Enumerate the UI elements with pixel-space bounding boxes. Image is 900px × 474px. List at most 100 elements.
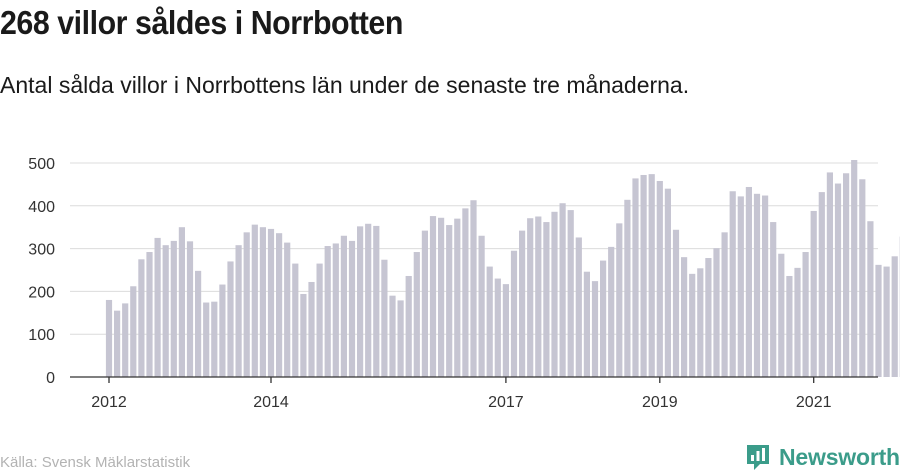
bar [681, 257, 688, 377]
bar [365, 223, 372, 377]
bar [381, 259, 388, 377]
bar [292, 263, 299, 377]
brand-name: Newsworthy [779, 443, 900, 470]
x-tick-label: 2014 [253, 394, 289, 411]
bar [527, 218, 534, 377]
bar [219, 284, 226, 377]
bar [421, 230, 428, 377]
x-tick-label: 2017 [488, 394, 524, 411]
y-tick-label: 500 [28, 156, 55, 173]
bar [778, 253, 785, 377]
bar [664, 188, 671, 377]
bar [138, 259, 145, 377]
bar [583, 271, 590, 377]
chart-subtitle: Antal sålda villor i Norrbottens län und… [0, 72, 690, 98]
bar [203, 302, 210, 377]
bar [786, 275, 793, 377]
bar [438, 217, 445, 377]
bar [154, 237, 161, 377]
bar [567, 210, 574, 377]
bar [551, 211, 558, 377]
bar [648, 174, 655, 377]
bar [502, 284, 509, 377]
bar [170, 240, 177, 377]
brand-logo[interactable]: Newsworthy [745, 442, 900, 472]
bar [535, 216, 542, 377]
bar [697, 268, 704, 377]
bar [762, 195, 769, 377]
bar [130, 286, 137, 377]
bar [405, 275, 412, 377]
bar [251, 224, 258, 377]
bar [632, 178, 639, 377]
bar [122, 303, 129, 377]
bar [721, 232, 728, 377]
bar [875, 264, 882, 377]
bar [672, 229, 680, 377]
bar [859, 179, 866, 377]
source-note: Källa: Svensk Mäklarstatistik [0, 454, 191, 471]
bar [316, 263, 323, 377]
y-tick-label: 300 [28, 242, 55, 259]
bar [348, 240, 356, 377]
bar [397, 300, 404, 377]
bar [308, 281, 315, 377]
bar [510, 250, 518, 377]
chart-title: 268 villor såldes i Norrbotten [0, 4, 403, 41]
bar [494, 278, 501, 377]
bar [640, 174, 647, 377]
y-tick-label: 100 [28, 327, 55, 344]
bar [543, 222, 550, 377]
x-tick-label: 2019 [642, 394, 678, 411]
bar [454, 218, 461, 377]
y-tick-label: 0 [46, 370, 55, 387]
bar [745, 186, 752, 377]
bar [616, 223, 623, 377]
bar [851, 160, 858, 377]
bar [462, 208, 469, 377]
bar [843, 173, 850, 377]
bar [591, 281, 599, 377]
bar [753, 193, 761, 377]
bar [211, 301, 218, 377]
bar [689, 273, 696, 377]
bar [486, 266, 493, 377]
bar [300, 293, 307, 377]
bar [810, 210, 817, 377]
bar [389, 295, 396, 377]
y-axis: 0 100 200 300 400 500 [28, 156, 55, 387]
bar [373, 225, 380, 377]
bar [867, 221, 874, 377]
bar [656, 180, 663, 377]
newsworthy-logo-icon [747, 445, 769, 470]
bar [105, 299, 113, 377]
bar [357, 226, 364, 377]
x-tick-label: 2012 [91, 394, 127, 411]
bar [284, 242, 291, 377]
bar [713, 248, 720, 377]
bar [834, 183, 842, 377]
x-tick-label: 2021 [796, 394, 832, 411]
bar [794, 267, 801, 377]
bar [883, 266, 890, 377]
bar [575, 237, 582, 377]
bar [243, 232, 250, 377]
bar [114, 310, 121, 377]
bar [470, 200, 477, 377]
bar [178, 227, 185, 377]
bar [195, 270, 202, 377]
bar [891, 256, 898, 377]
bar [729, 191, 736, 377]
bars [105, 160, 900, 377]
y-tick-label: 400 [28, 199, 55, 216]
bar [624, 199, 631, 377]
bar [227, 261, 234, 377]
bar [446, 225, 453, 377]
bar [276, 233, 283, 377]
bar [600, 260, 607, 377]
bar [235, 245, 242, 377]
bar [162, 245, 169, 377]
bar [429, 216, 437, 377]
bar [608, 246, 615, 377]
